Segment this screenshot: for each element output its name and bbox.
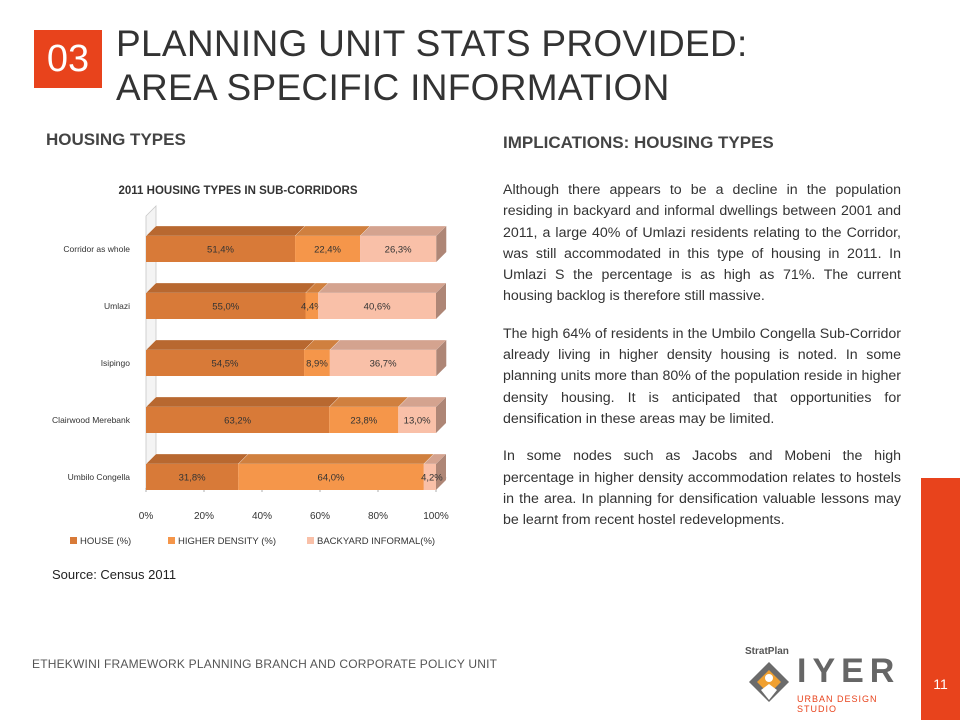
chart-source: Source: Census 2011 [52, 567, 177, 582]
data-label: 54,5% [212, 359, 239, 370]
legend-swatch [70, 537, 77, 544]
bar-top [145, 396, 340, 408]
data-label: 40,6% [364, 302, 391, 313]
bar-segment [295, 236, 361, 262]
category-label: Umlazi [104, 301, 130, 311]
bar-top [145, 225, 306, 237]
slide-title-line-2: AREA SPECIFIC INFORMATION [116, 67, 670, 108]
bar-segment [238, 464, 424, 490]
bar-top [237, 453, 435, 465]
housing-types-heading: HOUSING TYPES [46, 130, 186, 149]
stratplan-logo-icon [749, 662, 789, 702]
iyer-wordmark: IYER [797, 652, 901, 690]
data-label: 31,8% [179, 473, 206, 484]
data-label: 64,0% [318, 473, 345, 484]
category-label: Clairwood Merebank [52, 415, 131, 425]
slide-title-line-1: PLANNING UNIT STATS PROVIDED: [116, 23, 748, 64]
footer-text: ETHEKWINI FRAMEWORK PLANNING BRANCH AND … [32, 657, 498, 671]
data-label: 23,8% [350, 416, 377, 427]
side-accent-bar [921, 478, 960, 720]
category-label: Umbilo Congella [68, 472, 131, 482]
data-label: 55,0% [212, 302, 239, 313]
bar-segment [329, 350, 437, 376]
implications-paragraph-2: The high 64% of residents in the Umbilo … [503, 325, 901, 427]
bar-segment [146, 293, 306, 319]
data-label: 51,4% [207, 245, 234, 256]
bar-segment [146, 350, 305, 376]
x-tick-label: 80% [368, 511, 388, 522]
bar-top [328, 396, 409, 408]
bar-end-cap [436, 340, 447, 376]
implications-text: Although there appears to be a decline i… [503, 180, 901, 547]
page-number: 11 [933, 676, 948, 692]
stratplan-label: StratPlan [745, 646, 789, 657]
legend-label: HOUSE (%) [80, 536, 131, 547]
implications-paragraph-3: In some nodes such as Jacobs and Mobeni … [503, 448, 901, 529]
legend-swatch [307, 537, 314, 544]
category-label: Corridor as whole [63, 244, 130, 254]
bar-segment [146, 464, 239, 490]
bar-segment [146, 236, 296, 262]
bar-segment [423, 464, 436, 490]
legend-label: BACKYARD INFORMAL(%) [317, 536, 435, 547]
data-label: 8,9% [306, 359, 328, 370]
bar-end-cap [436, 226, 447, 262]
logo: StratPlan IYER URBAN DESIGN STUDIO [745, 646, 915, 716]
data-label: 63,2% [224, 416, 251, 427]
x-tick-label: 40% [252, 511, 272, 522]
bar-segment [146, 407, 330, 433]
bar-end-cap [436, 397, 446, 433]
bar-segment [304, 350, 330, 376]
urban-design-studio-label: URBAN DESIGN STUDIO [797, 694, 878, 714]
housing-types-chart: 2011 HOUSING TYPES IN SUB-CORRIDORS 0% 20%… [52, 185, 449, 547]
legend-swatch [168, 537, 175, 544]
implications-heading: IMPLICATIONS: HOUSING TYPES [503, 133, 774, 152]
slide-title: PLANNING UNIT STATS PROVIDED: AREA SPECI… [116, 22, 748, 110]
data-label: 22,4% [314, 245, 341, 256]
bar-segment [329, 407, 399, 433]
bar-top [145, 282, 316, 294]
x-tick-label: 20% [194, 511, 214, 522]
bar-top [145, 339, 315, 351]
bar-end-cap [436, 283, 446, 319]
data-label: 4,2% [421, 473, 443, 484]
bar-top [145, 453, 249, 465]
data-label: 4,4% [301, 302, 323, 313]
bar-segment [398, 407, 436, 433]
category-label: Isipingo [101, 358, 131, 368]
legend-label: HIGHER DENSITY (%) [178, 536, 276, 547]
implications-paragraph-1: Although there appears to be a decline i… [503, 182, 901, 305]
x-tick-label: 0% [139, 511, 154, 522]
bar-top [329, 339, 447, 351]
x-tick-label: 60% [310, 511, 330, 522]
chart-title: 2011 HOUSING TYPES IN SUB-CORRIDORS [119, 185, 358, 197]
section-number-badge: 03 [34, 30, 102, 88]
bar-top [359, 225, 447, 237]
bar-segment [305, 293, 319, 319]
bar-segment [318, 293, 436, 319]
data-label: 13,0% [404, 416, 431, 427]
x-tick-label: 100% [423, 511, 449, 522]
bar-segment [360, 236, 437, 262]
bar-end-cap [436, 454, 446, 490]
data-label: 36,7% [370, 359, 397, 370]
bar-top [294, 225, 371, 237]
data-label: 26,3% [385, 245, 412, 256]
bar-top [317, 282, 447, 294]
